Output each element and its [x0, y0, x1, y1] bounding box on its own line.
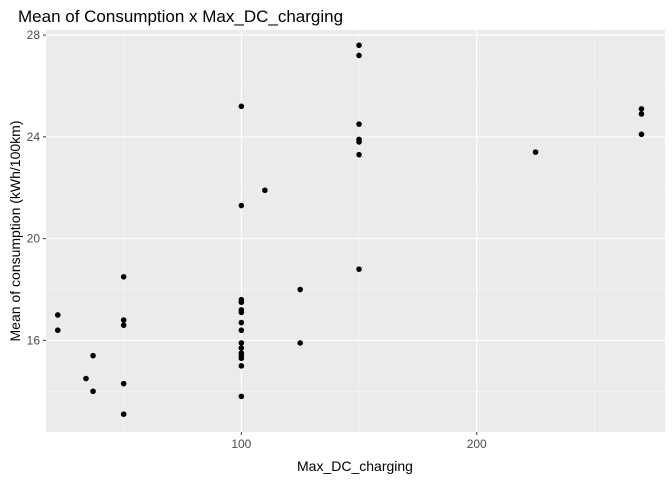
data-point [638, 131, 645, 138]
x-axis-title: Max_DC_charging [297, 458, 413, 474]
y-tick-label: 24 [27, 130, 41, 144]
data-point [238, 202, 245, 209]
data-point [238, 309, 245, 316]
data-point [54, 327, 61, 334]
data-point [356, 42, 362, 49]
x-tick-label: 200 [467, 437, 487, 451]
data-point [532, 149, 539, 155]
y-axis-title: Mean of consumption (kWh/100km) [7, 121, 23, 342]
chart-title: Mean of Consumption x Max_DC_charging [18, 7, 343, 26]
data-point [238, 319, 245, 326]
data-point [90, 352, 96, 359]
data-point [238, 355, 245, 362]
data-point [356, 121, 362, 127]
major-gridlines [46, 30, 665, 432]
data-point [238, 103, 245, 110]
data-point [356, 52, 362, 59]
minor-gridlines [46, 30, 665, 432]
data-point [297, 286, 303, 293]
data-point [120, 380, 127, 387]
data-point [297, 340, 303, 346]
data-point [238, 363, 245, 369]
data-point [54, 312, 61, 318]
y-tick-label: 20 [27, 232, 41, 246]
data-point [238, 340, 245, 346]
y-tick-label: 16 [27, 333, 41, 347]
y-tick-label: 28 [27, 28, 41, 42]
data-point [120, 322, 127, 328]
data-point [238, 299, 245, 306]
data-point [120, 317, 127, 323]
data-point [83, 375, 89, 382]
data-point [638, 106, 645, 112]
data-points [54, 42, 645, 417]
data-point [120, 411, 127, 417]
data-point [638, 111, 645, 117]
data-point [356, 266, 362, 272]
axis-ticks: 100 200 16 20 24 28 [27, 28, 487, 451]
data-point [262, 187, 268, 194]
data-point [238, 327, 245, 334]
data-point [120, 273, 127, 280]
plot-panel [46, 30, 665, 432]
data-point [356, 151, 362, 158]
data-point [238, 393, 245, 400]
data-point [356, 139, 362, 145]
data-point [238, 345, 245, 351]
x-tick-label: 100 [231, 437, 251, 451]
data-point [90, 388, 96, 395]
